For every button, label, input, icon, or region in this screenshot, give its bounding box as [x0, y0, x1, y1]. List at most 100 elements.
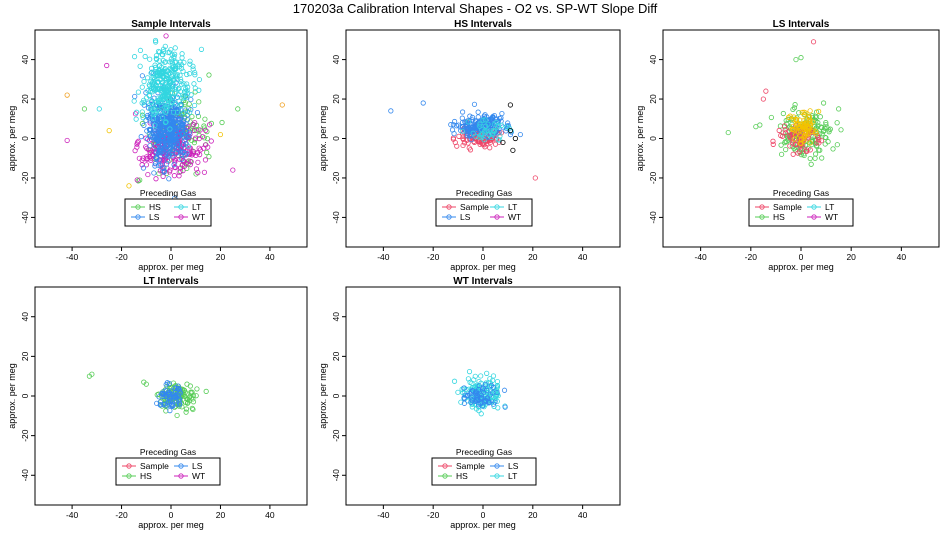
panel-4: LT Intervals -40 -20 0 20 40 -40 -20 0 20 40 approx…: [7, 276, 308, 530]
point-lt: [490, 132, 496, 138]
point-lt: [196, 76, 203, 83]
point-hs: [783, 146, 789, 153]
legend-marker-ls: [494, 463, 500, 469]
legend: Preceding Gas Sample LS HS LT: [431, 447, 537, 486]
point-sample: [816, 140, 822, 146]
point-lt: [459, 128, 466, 135]
y-tick-label: 20: [331, 351, 341, 361]
y-tick-label: -40: [648, 211, 658, 224]
panel-5: WT Intervals -40 -20 0 20 40 -40 -20 0 20 40 approx…: [318, 276, 621, 530]
legend-marker-sample: [446, 204, 452, 210]
point-hs: [819, 155, 825, 161]
point-hs: [202, 116, 208, 122]
point-ls: [451, 118, 458, 125]
point-ls: [167, 144, 174, 151]
point-lt: [184, 71, 190, 78]
point-lt: [156, 97, 162, 103]
point-lt: [471, 377, 477, 383]
point-hs: [779, 151, 785, 157]
point-ls: [488, 116, 495, 122]
point-lt: [178, 103, 184, 109]
point-hs: [783, 117, 789, 124]
y-tick-label: 0: [331, 136, 341, 141]
y-tick-label: 40: [20, 312, 30, 322]
point-lt: [154, 56, 160, 62]
point-sample: [770, 141, 776, 147]
point-hs: [823, 121, 829, 128]
point-outlier: [507, 102, 513, 108]
point-hs: [823, 120, 829, 126]
point-ls: [162, 137, 168, 143]
point-ls: [180, 125, 186, 132]
point-ls: [167, 141, 174, 148]
point-outlier: [230, 167, 236, 173]
point-hs: [178, 168, 184, 174]
point-lt: [192, 72, 198, 78]
point-lt: [162, 43, 168, 49]
legend-label-ls: LS: [460, 212, 471, 222]
point-outlier: [217, 131, 224, 138]
point-sample: [498, 130, 504, 136]
point-hs: [206, 72, 212, 78]
legend-label-sample: Sample: [456, 461, 485, 471]
point-ls: [461, 385, 467, 391]
x-tick-label: 20: [216, 510, 226, 520]
legend-marker-sample: [759, 204, 765, 210]
point-outlier: [96, 106, 102, 112]
point-ls: [166, 152, 173, 158]
point-ls: [165, 399, 171, 405]
point-lt: [183, 89, 189, 95]
point-ls: [132, 93, 138, 100]
point-hs: [822, 134, 828, 140]
point-lt: [163, 104, 169, 110]
y-axis-label: approx. per meg: [7, 363, 17, 429]
point-outlier: [820, 100, 827, 106]
point-other: [799, 109, 805, 116]
point-ls: [179, 156, 185, 162]
point-hs: [193, 393, 199, 399]
legend-marker-lt: [494, 473, 500, 479]
point-ls: [463, 126, 469, 132]
point-lt: [160, 49, 167, 55]
point-hs: [834, 142, 840, 148]
point-ls: [468, 137, 474, 143]
point-lt: [170, 109, 177, 115]
legend-marker-lt: [178, 204, 184, 210]
legend-label-wt: WT: [508, 212, 521, 222]
point-ls: [173, 150, 179, 156]
point-ls: [181, 142, 187, 148]
point-ls: [475, 109, 481, 115]
x-tick-label: -40: [694, 252, 707, 262]
legend-label-lt: LT: [508, 471, 517, 481]
point-outlier: [725, 129, 731, 136]
point-other: [806, 115, 812, 121]
point-lt: [186, 71, 193, 77]
point-hs: [812, 155, 818, 161]
point-ls: [468, 399, 474, 405]
legend: Preceding Gas Sample LS HS WT: [115, 447, 221, 486]
point-ls: [161, 168, 167, 174]
point-ls: [473, 389, 479, 395]
point-lt: [478, 373, 484, 379]
point-other: [785, 114, 792, 120]
point-lt: [177, 72, 183, 78]
point-lt: [178, 76, 184, 82]
x-tick-label: -40: [66, 510, 79, 520]
point-other: [796, 117, 803, 123]
x-tick-label: -20: [115, 252, 128, 262]
point-lt: [177, 88, 183, 95]
point-ls: [175, 145, 181, 152]
point-ls: [462, 119, 468, 125]
point-hs: [204, 136, 211, 142]
point-lt: [470, 130, 476, 136]
point-lt: [144, 75, 151, 81]
point-other: [816, 108, 822, 115]
point-lt: [162, 119, 169, 126]
point-ls: [161, 402, 167, 408]
y-tick-label: -20: [331, 172, 341, 185]
point-ls: [477, 127, 483, 133]
legend: Preceding Gas Sample LT LS WT: [435, 188, 533, 227]
point-lt: [150, 111, 156, 117]
point-lt: [495, 393, 501, 399]
point-lt: [174, 109, 181, 115]
